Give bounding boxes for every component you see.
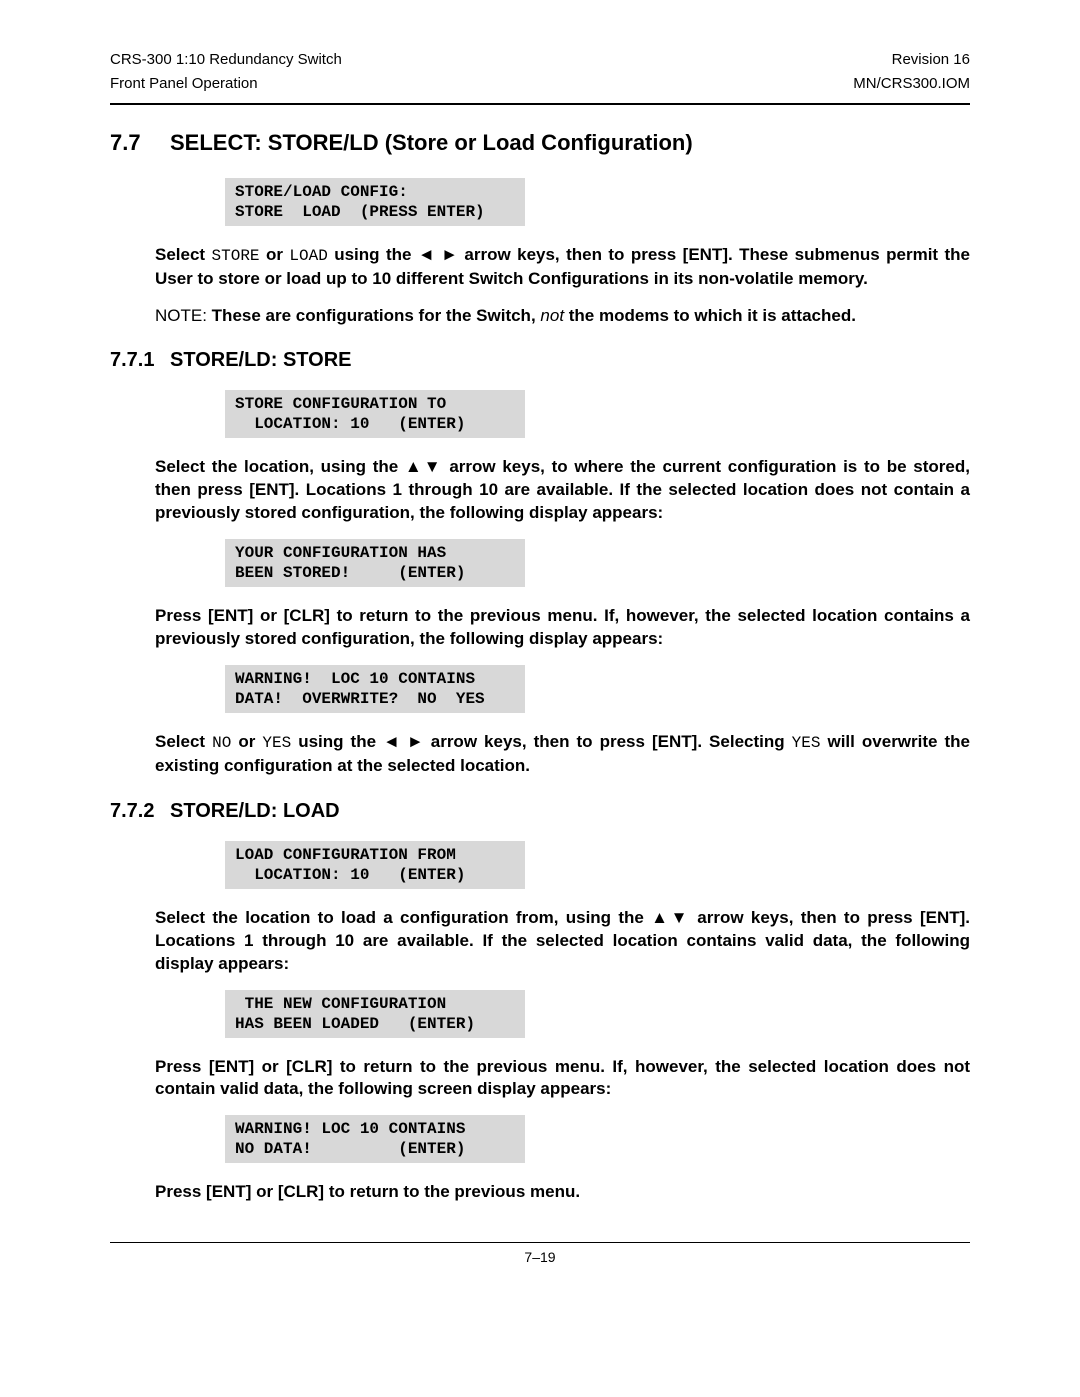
page: CRS-300 1:10 Redundancy Switch Revision … [0, 0, 1080, 1397]
lcd-overwrite: WARNING! LOC 10 CONTAINS DATA! OVERWRITE… [225, 665, 525, 713]
heading-7-7-2: 7.7.2STORE/LD: LOAD [110, 800, 970, 823]
para-store-return: Press [ENT] or [CLR] to return to the pr… [155, 605, 970, 651]
heading-num: 7.7.2 [110, 800, 170, 823]
header-left-2: Front Panel Operation [110, 74, 258, 94]
lcd-stored: YOUR CONFIGURATION HAS BEEN STORED! (ENT… [225, 539, 525, 587]
lcd-loaded: THE NEW CONFIGURATION HAS BEEN LOADED (E… [225, 990, 525, 1038]
heading-num: 7.7.1 [110, 349, 170, 372]
footer-block: 7–19 [110, 1242, 970, 1265]
heading-7-7: 7.7SELECT: STORE/LD (Store or Load Confi… [110, 130, 970, 156]
heading-title: STORE/LD: LOAD [170, 800, 340, 822]
header-right-1: Revision 16 [892, 50, 970, 70]
heading-title: SELECT: STORE/LD (Store or Load Configur… [170, 130, 693, 155]
lcd-no-data: WARNING! LOC 10 CONTAINS NO DATA! (ENTER… [225, 1115, 525, 1163]
para-select-store-load: Select STORE or LOAD using the ◄ ► arrow… [155, 244, 970, 291]
header-right-2: MN/CRS300.IOM [853, 74, 970, 94]
para-store-select-loc: Select the location, using the ▲▼ arrow … [155, 456, 970, 525]
para-load-return: Press [ENT] or [CLR] to return to the pr… [155, 1056, 970, 1102]
heading-num: 7.7 [110, 130, 170, 156]
page-number: 7–19 [110, 1249, 970, 1265]
para-note: NOTE: These are configurations for the S… [155, 305, 970, 328]
lcd-load-from: LOAD CONFIGURATION FROM LOCATION: 10 (EN… [225, 841, 525, 889]
header-left-1: CRS-300 1:10 Redundancy Switch [110, 50, 342, 70]
header-rule [110, 103, 970, 105]
lcd-store-load-config: STORE/LOAD CONFIG: STORE LOAD (PRESS ENT… [225, 178, 525, 226]
header-row-2: Front Panel Operation MN/CRS300.IOM [110, 74, 970, 94]
heading-7-7-1: 7.7.1STORE/LD: STORE [110, 349, 970, 372]
para-nodata-return: Press [ENT] or [CLR] to return to the pr… [155, 1181, 970, 1204]
heading-title: STORE/LD: STORE [170, 349, 352, 371]
para-load-select-loc: Select the location to load a configurat… [155, 907, 970, 976]
header-row-1: CRS-300 1:10 Redundancy Switch Revision … [110, 50, 970, 70]
para-overwrite-select: Select NO or YES using the ◄ ► arrow key… [155, 731, 970, 778]
footer-rule [110, 1242, 970, 1243]
lcd-store-to: STORE CONFIGURATION TO LOCATION: 10 (ENT… [225, 390, 525, 438]
